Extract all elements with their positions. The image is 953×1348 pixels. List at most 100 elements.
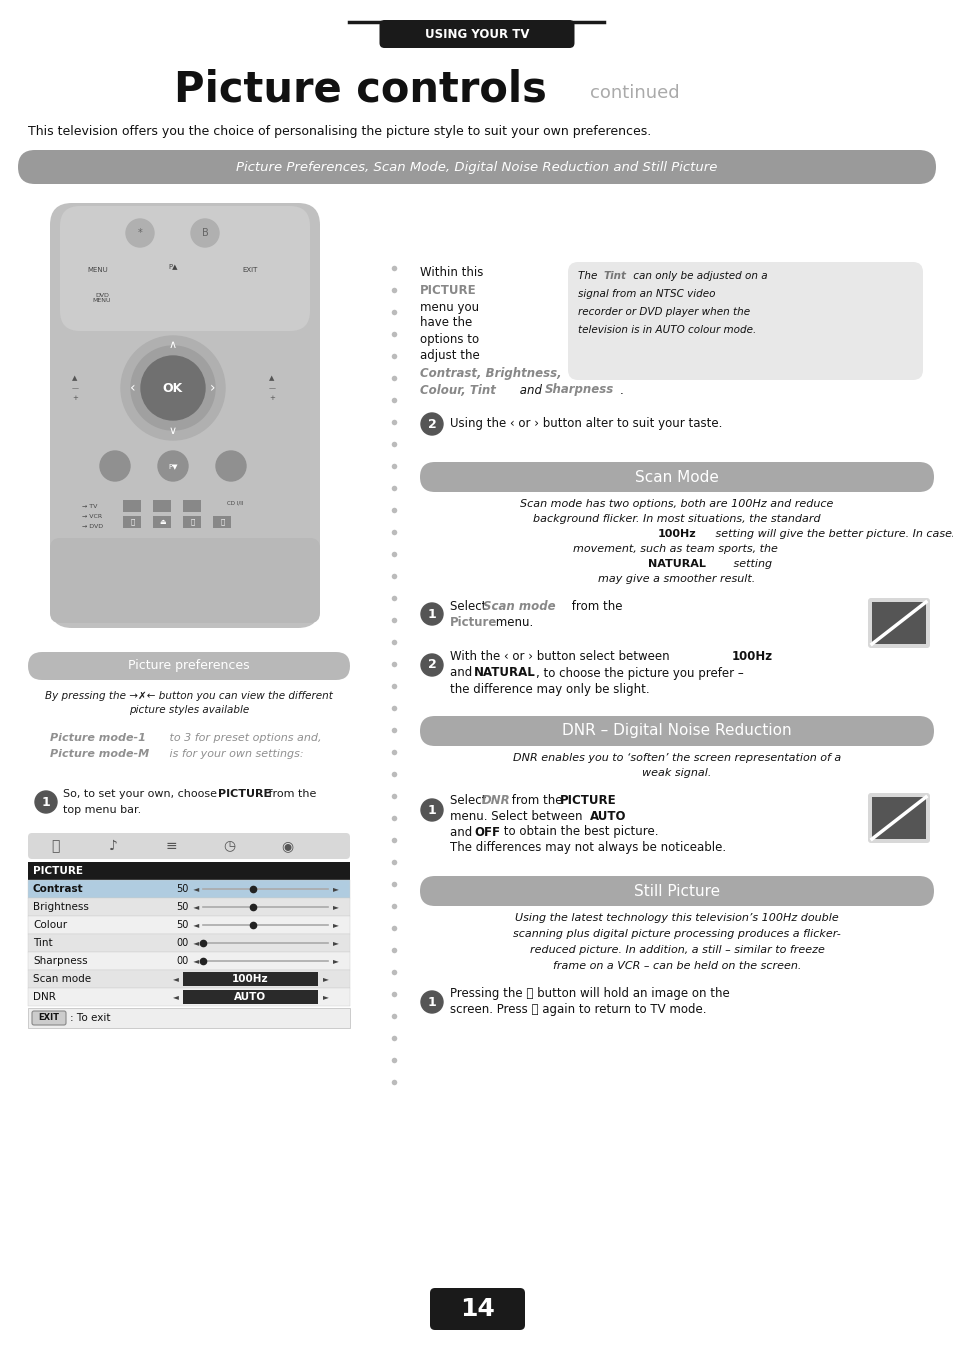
Text: Scan Mode: Scan Mode <box>635 469 719 484</box>
Text: options to: options to <box>419 333 478 345</box>
Text: Picture preferences: Picture preferences <box>128 659 250 673</box>
FancyBboxPatch shape <box>867 599 929 648</box>
Text: DVD
MENU: DVD MENU <box>92 293 112 303</box>
Text: Colour: Colour <box>33 919 67 930</box>
Text: —: — <box>71 386 78 391</box>
Text: Picture mode-1: Picture mode-1 <box>50 733 146 743</box>
Text: Picture mode-M: Picture mode-M <box>50 749 149 759</box>
FancyBboxPatch shape <box>28 988 350 1006</box>
Text: ∧: ∧ <box>169 340 177 350</box>
Text: → DVD: → DVD <box>82 523 103 528</box>
Text: P▲: P▲ <box>168 263 177 270</box>
FancyBboxPatch shape <box>28 652 350 679</box>
Text: 1: 1 <box>42 795 51 809</box>
Text: → VCR: → VCR <box>82 514 102 519</box>
Text: 2: 2 <box>427 659 436 671</box>
Text: setting: setting <box>729 559 771 569</box>
Text: and: and <box>450 825 476 838</box>
Text: ►: ► <box>323 992 329 1002</box>
FancyBboxPatch shape <box>18 150 935 183</box>
Text: recorder or DVD player when the: recorder or DVD player when the <box>578 307 749 317</box>
Text: ►: ► <box>333 921 338 930</box>
Text: ‹: ‹ <box>130 381 135 395</box>
Text: Pressing the ⏹ button will hold an image on the: Pressing the ⏹ button will hold an image… <box>450 988 729 1000</box>
Text: ◄: ◄ <box>172 975 179 984</box>
Text: Within this: Within this <box>419 266 483 279</box>
FancyBboxPatch shape <box>123 516 141 528</box>
Text: ⏮: ⏮ <box>191 519 195 526</box>
FancyBboxPatch shape <box>28 952 350 971</box>
FancyBboxPatch shape <box>28 934 350 952</box>
Text: Tint: Tint <box>603 271 626 280</box>
FancyBboxPatch shape <box>419 876 933 906</box>
Text: DNR enables you to ‘soften’ the screen representation of a: DNR enables you to ‘soften’ the screen r… <box>513 754 841 763</box>
Circle shape <box>215 452 246 481</box>
FancyBboxPatch shape <box>28 880 350 898</box>
Text: ◄: ◄ <box>191 884 199 894</box>
Text: 14: 14 <box>459 1297 495 1321</box>
Text: ◄: ◄ <box>172 992 179 1002</box>
FancyBboxPatch shape <box>60 206 310 332</box>
Text: ◄: ◄ <box>191 903 199 911</box>
Text: MENU: MENU <box>88 267 109 274</box>
Text: from the: from the <box>265 789 316 799</box>
Text: Sharpness: Sharpness <box>544 383 614 396</box>
FancyBboxPatch shape <box>50 538 319 623</box>
Text: 100Hz: 100Hz <box>232 975 268 984</box>
Text: to 3 for preset options and,: to 3 for preset options and, <box>166 733 321 743</box>
FancyBboxPatch shape <box>28 917 350 934</box>
FancyBboxPatch shape <box>32 1011 66 1024</box>
Text: from the: from the <box>507 794 566 806</box>
Text: ›: › <box>210 381 215 395</box>
Text: scanning plus digital picture processing produces a flicker-: scanning plus digital picture processing… <box>513 929 840 940</box>
Text: PICTURE: PICTURE <box>559 794 616 806</box>
Circle shape <box>131 346 214 430</box>
FancyBboxPatch shape <box>123 500 141 512</box>
Text: ▲: ▲ <box>72 375 77 381</box>
Text: 00: 00 <box>175 956 188 967</box>
Text: USING YOUR TV: USING YOUR TV <box>424 27 529 40</box>
Text: signal from an NTSC video: signal from an NTSC video <box>578 288 715 299</box>
Text: ◄: ◄ <box>191 957 199 965</box>
Text: EXIT: EXIT <box>38 1014 59 1023</box>
Text: movement, such as team sports, the: movement, such as team sports, the <box>572 545 781 554</box>
FancyBboxPatch shape <box>567 262 923 380</box>
FancyBboxPatch shape <box>183 989 317 1004</box>
Text: Scan mode: Scan mode <box>482 600 555 612</box>
FancyBboxPatch shape <box>28 861 350 880</box>
Text: AUTO: AUTO <box>589 810 626 822</box>
Text: → TV: → TV <box>82 504 97 508</box>
Text: background flicker. In most situations, the standard: background flicker. In most situations, … <box>533 514 820 524</box>
FancyBboxPatch shape <box>183 500 201 512</box>
Text: can only be adjusted on a: can only be adjusted on a <box>629 271 767 280</box>
Text: ∨: ∨ <box>169 426 177 435</box>
Text: ⏏: ⏏ <box>159 519 166 524</box>
Text: menu.: menu. <box>492 616 533 628</box>
FancyBboxPatch shape <box>152 516 171 528</box>
Text: Brightness: Brightness <box>33 902 89 913</box>
Circle shape <box>121 336 225 439</box>
Text: and: and <box>516 383 545 396</box>
Text: CD I/II: CD I/II <box>227 500 243 506</box>
Text: Tint: Tint <box>33 938 52 948</box>
Text: may give a smoother result.: may give a smoother result. <box>598 574 755 584</box>
FancyBboxPatch shape <box>871 797 925 838</box>
Text: NATURAL: NATURAL <box>647 559 705 569</box>
Text: menu. Select between: menu. Select between <box>450 810 586 822</box>
Circle shape <box>420 654 442 675</box>
Text: adjust the: adjust the <box>419 349 479 361</box>
Text: The differences may not always be noticeable.: The differences may not always be notice… <box>450 841 725 855</box>
Text: Picture Preferences, Scan Mode, Digital Noise Reduction and Still Picture: Picture Preferences, Scan Mode, Digital … <box>236 160 717 174</box>
Text: DNR: DNR <box>481 794 510 806</box>
Text: ►: ► <box>333 957 338 965</box>
Text: 1: 1 <box>427 608 436 620</box>
Text: 50: 50 <box>175 902 188 913</box>
Text: Using the latest technology this television’s 100Hz double: Using the latest technology this televis… <box>515 913 838 923</box>
Text: Using the ‹ or › button alter to suit your taste.: Using the ‹ or › button alter to suit yo… <box>450 418 721 430</box>
FancyBboxPatch shape <box>28 898 350 917</box>
FancyBboxPatch shape <box>379 20 574 49</box>
Text: By pressing the →✗← button you can view the different: By pressing the →✗← button you can view … <box>45 692 333 701</box>
Text: 00: 00 <box>175 938 188 948</box>
Text: DNR: DNR <box>33 992 56 1002</box>
Text: Sharpness: Sharpness <box>33 956 88 967</box>
